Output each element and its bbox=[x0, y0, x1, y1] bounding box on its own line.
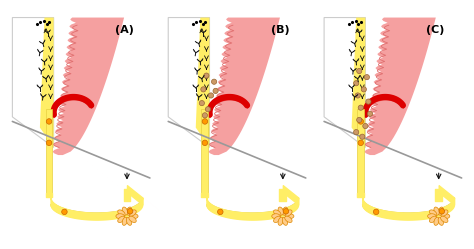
Circle shape bbox=[218, 209, 223, 215]
Circle shape bbox=[209, 93, 214, 98]
FancyBboxPatch shape bbox=[46, 109, 53, 193]
Circle shape bbox=[365, 74, 369, 80]
Ellipse shape bbox=[118, 216, 125, 223]
Circle shape bbox=[46, 119, 52, 124]
Circle shape bbox=[202, 140, 208, 146]
Ellipse shape bbox=[129, 216, 136, 223]
Ellipse shape bbox=[273, 210, 281, 216]
Polygon shape bbox=[40, 17, 54, 147]
Circle shape bbox=[283, 208, 289, 214]
Circle shape bbox=[358, 119, 364, 124]
Polygon shape bbox=[324, 17, 365, 147]
Ellipse shape bbox=[438, 207, 444, 215]
Circle shape bbox=[211, 79, 217, 84]
Ellipse shape bbox=[129, 210, 136, 216]
Ellipse shape bbox=[278, 217, 283, 225]
Circle shape bbox=[199, 101, 204, 106]
Ellipse shape bbox=[127, 207, 132, 215]
Circle shape bbox=[62, 209, 67, 215]
Circle shape bbox=[361, 87, 366, 92]
Ellipse shape bbox=[122, 207, 128, 215]
Circle shape bbox=[201, 87, 206, 92]
Ellipse shape bbox=[428, 214, 436, 219]
Text: (B): (B) bbox=[271, 25, 289, 35]
Text: (C): (C) bbox=[427, 25, 445, 35]
Polygon shape bbox=[53, 17, 124, 155]
Ellipse shape bbox=[285, 214, 294, 219]
Polygon shape bbox=[365, 17, 436, 155]
Ellipse shape bbox=[283, 217, 288, 225]
Ellipse shape bbox=[127, 217, 132, 225]
Circle shape bbox=[354, 81, 359, 86]
Polygon shape bbox=[12, 17, 54, 147]
Ellipse shape bbox=[429, 210, 437, 216]
Circle shape bbox=[128, 208, 133, 214]
Ellipse shape bbox=[130, 214, 138, 219]
Ellipse shape bbox=[116, 214, 124, 219]
Ellipse shape bbox=[429, 216, 437, 223]
Polygon shape bbox=[209, 17, 280, 155]
Ellipse shape bbox=[441, 214, 450, 219]
Circle shape bbox=[202, 119, 208, 124]
Circle shape bbox=[213, 88, 218, 93]
Circle shape bbox=[202, 113, 208, 118]
Polygon shape bbox=[196, 17, 210, 147]
Circle shape bbox=[366, 99, 371, 104]
Circle shape bbox=[360, 134, 365, 139]
Ellipse shape bbox=[122, 217, 128, 225]
Text: (A): (A) bbox=[115, 25, 134, 35]
Ellipse shape bbox=[118, 210, 125, 216]
Circle shape bbox=[374, 209, 379, 215]
Circle shape bbox=[363, 124, 368, 129]
Circle shape bbox=[205, 107, 210, 112]
Ellipse shape bbox=[283, 207, 288, 215]
Polygon shape bbox=[352, 17, 365, 147]
Ellipse shape bbox=[438, 217, 444, 225]
Circle shape bbox=[356, 117, 362, 123]
Circle shape bbox=[204, 73, 209, 78]
Circle shape bbox=[46, 140, 52, 146]
Circle shape bbox=[355, 93, 360, 98]
Ellipse shape bbox=[278, 207, 283, 215]
Ellipse shape bbox=[434, 217, 439, 225]
FancyBboxPatch shape bbox=[201, 109, 209, 193]
Ellipse shape bbox=[440, 210, 448, 216]
Ellipse shape bbox=[285, 210, 292, 216]
Polygon shape bbox=[168, 17, 210, 147]
Circle shape bbox=[367, 111, 373, 116]
Ellipse shape bbox=[434, 207, 439, 215]
Circle shape bbox=[358, 105, 364, 110]
Ellipse shape bbox=[285, 216, 292, 223]
Ellipse shape bbox=[272, 214, 280, 219]
Circle shape bbox=[354, 129, 359, 135]
Ellipse shape bbox=[273, 216, 281, 223]
Circle shape bbox=[358, 140, 364, 146]
Ellipse shape bbox=[440, 216, 448, 223]
Circle shape bbox=[356, 68, 362, 74]
Circle shape bbox=[439, 208, 445, 214]
FancyBboxPatch shape bbox=[357, 109, 364, 193]
